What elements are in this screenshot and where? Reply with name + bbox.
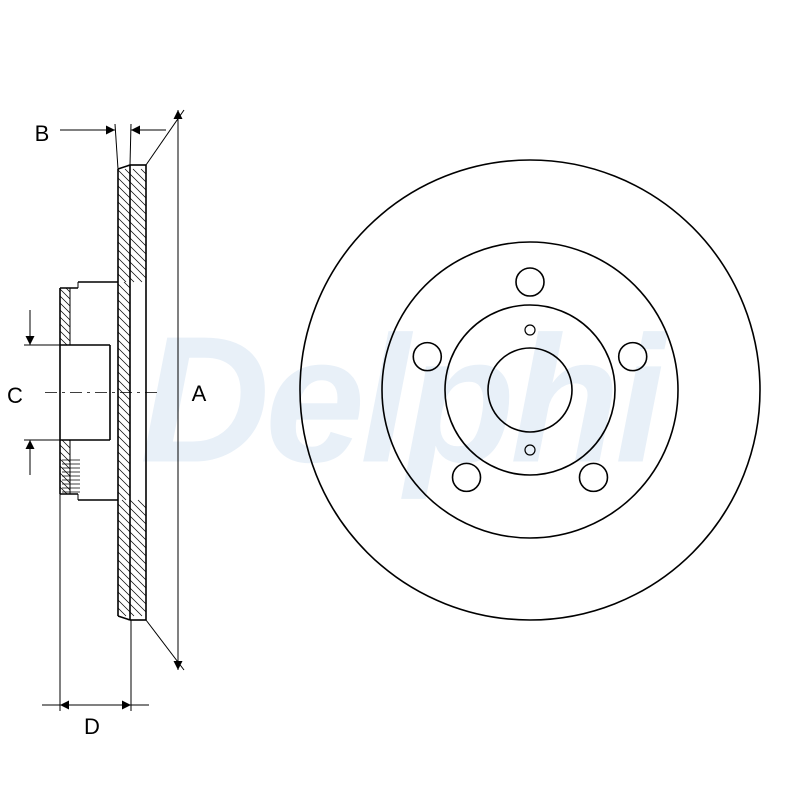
svg-text:C: C <box>7 383 23 408</box>
front-view <box>300 160 760 620</box>
svg-text:A: A <box>192 381 207 406</box>
diagram: A B C D <box>0 0 800 800</box>
svg-text:B: B <box>35 121 50 146</box>
svg-text:D: D <box>84 714 100 739</box>
side-view <box>45 165 161 620</box>
